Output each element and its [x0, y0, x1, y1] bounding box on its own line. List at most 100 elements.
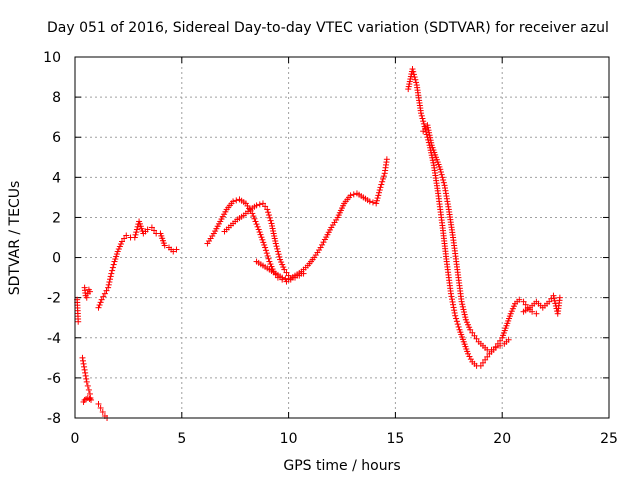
- data-point: [413, 79, 420, 86]
- y-tick-label: -4: [47, 331, 61, 347]
- data-point: [107, 276, 114, 283]
- data-point: [262, 203, 269, 210]
- data-point: [161, 242, 168, 249]
- data-point: [376, 189, 383, 196]
- data-point: [86, 288, 93, 295]
- data-point: [279, 274, 286, 281]
- data-point: [106, 279, 113, 286]
- data-point: [273, 243, 280, 250]
- data-point: [109, 267, 116, 274]
- data-point: [407, 73, 414, 80]
- data-point: [439, 174, 446, 181]
- data-point: [103, 287, 110, 294]
- data-point: [249, 210, 256, 217]
- data-point: [131, 234, 138, 241]
- data-point: [317, 244, 324, 251]
- data-point: [80, 398, 87, 405]
- data-point: [429, 157, 436, 164]
- data-point: [230, 198, 237, 205]
- data-point: [79, 354, 86, 361]
- y-tick-label: 8: [52, 90, 61, 106]
- y-tick-label: 6: [52, 130, 61, 146]
- data-point: [144, 226, 151, 233]
- data-point: [516, 296, 523, 303]
- x-axis-label: GPS time / hours: [283, 458, 400, 474]
- data-point: [376, 187, 383, 194]
- data-point: [276, 253, 283, 260]
- data-point: [266, 258, 273, 265]
- data-point: [277, 256, 284, 263]
- data-point: [550, 292, 557, 299]
- data-point: [450, 301, 457, 308]
- data-point: [80, 357, 87, 364]
- data-point: [88, 396, 95, 403]
- data-point: [260, 239, 267, 246]
- data-point: [148, 224, 155, 231]
- data-point: [113, 251, 120, 258]
- data-point: [269, 225, 276, 232]
- data-point: [115, 246, 122, 253]
- data-point: [265, 255, 272, 262]
- data-point: [109, 264, 116, 271]
- data-point: [556, 294, 563, 301]
- data-point: [110, 261, 117, 268]
- data-point: [252, 218, 259, 225]
- data-point: [96, 302, 103, 309]
- data-point: [118, 238, 125, 245]
- data-point: [373, 200, 380, 207]
- data-point: [83, 395, 90, 402]
- data-point: [366, 198, 373, 205]
- data-point: [350, 191, 357, 198]
- data-point: [420, 120, 427, 127]
- data-point: [270, 227, 277, 234]
- data-point: [460, 306, 467, 313]
- data-point: [419, 115, 426, 122]
- data-point: [462, 316, 469, 323]
- axis-ticks: [74, 56, 610, 419]
- data-point: [271, 232, 278, 239]
- data-point: [279, 261, 286, 268]
- data-point: [121, 235, 128, 242]
- data-point: [97, 299, 104, 306]
- x-tick-label: 5: [177, 431, 186, 447]
- data-point: [430, 159, 437, 166]
- data-point: [369, 199, 376, 206]
- data-point: [173, 246, 180, 253]
- data-point: [95, 400, 102, 407]
- data-point: [471, 332, 478, 339]
- data-point: [411, 74, 418, 81]
- data-point: [451, 307, 458, 314]
- data-point: [425, 127, 432, 134]
- data-point: [281, 266, 288, 273]
- data-point: [101, 290, 108, 297]
- y-tick-label: 10: [43, 50, 61, 66]
- data-point: [420, 128, 427, 135]
- tick-labels: 0 5 10 15 20 25 -8 -6 -4 -2 0 2 4 6 8 10: [43, 50, 618, 447]
- data-point: [83, 378, 90, 385]
- data-point: [282, 275, 289, 282]
- data-point: [466, 353, 473, 360]
- data-point: [405, 86, 412, 93]
- data-point: [262, 244, 269, 251]
- data-point: [170, 248, 177, 255]
- data-point: [507, 310, 514, 317]
- data-point: [429, 154, 436, 161]
- data-point: [275, 251, 282, 258]
- data-point: [82, 372, 89, 379]
- data-point: [551, 295, 558, 302]
- y-tick-label: 2: [52, 210, 61, 226]
- data-point: [426, 129, 433, 136]
- data-point: [459, 303, 466, 310]
- data-point: [111, 258, 118, 265]
- data-point: [274, 245, 281, 252]
- data-point: [268, 220, 275, 227]
- data-point: [405, 83, 412, 90]
- data-point: [428, 139, 435, 146]
- data-point: [320, 239, 327, 246]
- data-point: [422, 125, 429, 132]
- data-point: [265, 212, 272, 219]
- data-point: [410, 68, 417, 75]
- data-point: [492, 344, 499, 351]
- data-point: [264, 252, 271, 259]
- data-point: [452, 312, 459, 319]
